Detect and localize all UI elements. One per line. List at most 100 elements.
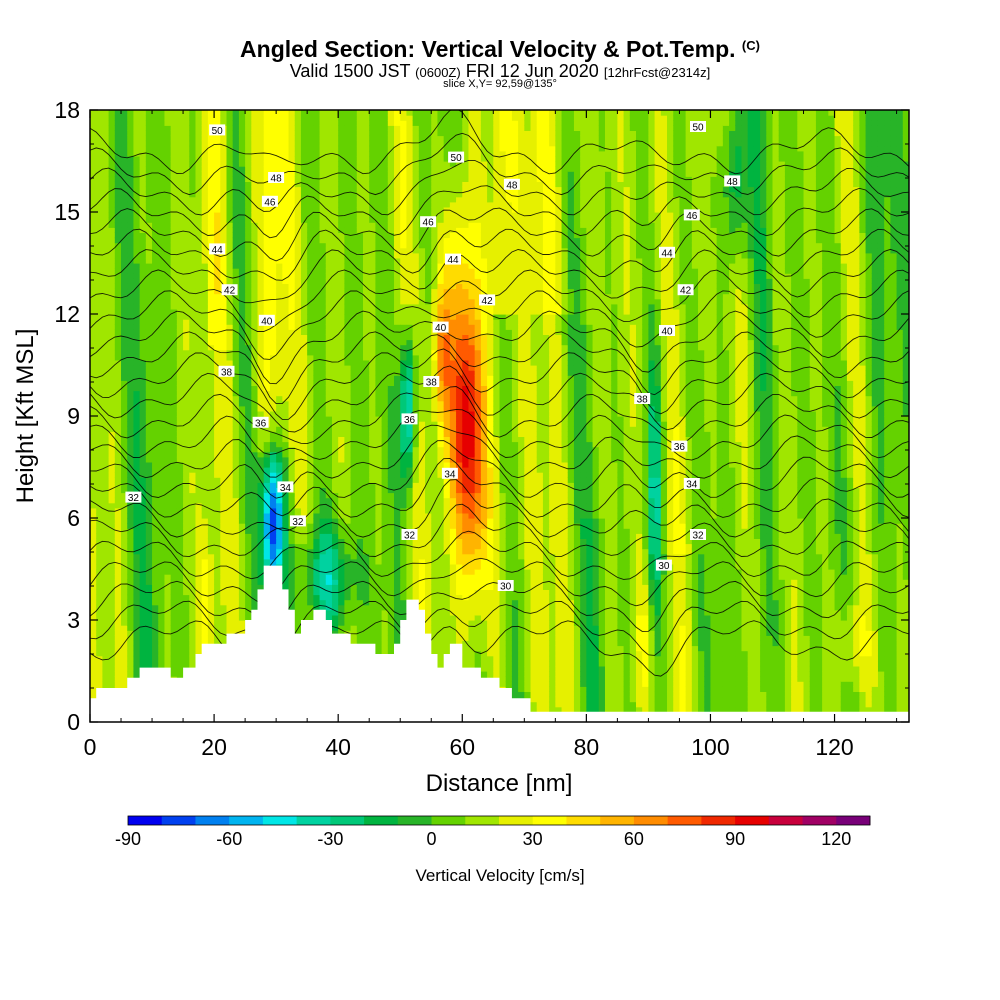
velocity-cell: [108, 344, 116, 351]
velocity-cell: [121, 395, 128, 402]
velocity-cell: [276, 375, 283, 381]
velocity-cell: [139, 436, 147, 443]
velocity-cell: [319, 502, 327, 509]
velocity-cell: [220, 497, 228, 504]
velocity-cell: [139, 110, 147, 116]
velocity-cell: [96, 288, 103, 295]
velocity-cell: [232, 176, 240, 182]
velocity-cell: [331, 166, 339, 172]
velocity-cell: [331, 528, 339, 534]
velocity-cell: [232, 365, 240, 371]
velocity-cell: [319, 390, 327, 397]
velocity-cell: [220, 492, 228, 499]
velocity-cell: [121, 441, 128, 448]
velocity-cell: [102, 467, 110, 473]
velocity-cell: [207, 472, 215, 478]
velocity-cell: [152, 467, 159, 473]
velocity-cell: [102, 283, 110, 290]
velocity-cell: [170, 528, 178, 534]
velocity-cell: [127, 665, 135, 672]
velocity-cell: [214, 543, 221, 550]
velocity-cell: [127, 635, 135, 641]
velocity-cell: [127, 227, 135, 233]
velocity-cell: [90, 558, 97, 565]
velocity-cell: [139, 334, 147, 341]
velocity-cell: [325, 472, 333, 478]
velocity-cell: [269, 140, 277, 147]
velocity-cell: [214, 599, 221, 606]
velocity-cell: [201, 324, 209, 330]
velocity-cell: [102, 380, 110, 386]
velocity-cell: [145, 365, 153, 371]
velocity-cell: [152, 334, 159, 341]
velocity-cell: [325, 528, 333, 534]
velocity-cell: [145, 395, 153, 402]
velocity-cell: [276, 191, 283, 198]
velocity-cell: [114, 645, 122, 652]
velocity-cell: [288, 110, 296, 116]
velocity-cell: [307, 380, 314, 386]
velocity-cell: [276, 293, 283, 300]
velocity-cell: [276, 558, 283, 565]
velocity-cell: [288, 599, 296, 606]
velocity-cell: [331, 421, 339, 427]
velocity-cell: [133, 171, 141, 177]
velocity-cell: [220, 166, 228, 172]
velocity-cell: [251, 400, 259, 407]
velocity-cell: [251, 395, 259, 402]
velocity-cell: [226, 115, 234, 121]
velocity-cell: [245, 145, 252, 152]
velocity-cell: [282, 563, 290, 570]
velocity-cell: [127, 533, 135, 539]
velocity-cell: [102, 145, 110, 152]
velocity-cell: [108, 528, 116, 534]
velocity-cell: [127, 115, 135, 121]
velocity-cell: [183, 370, 190, 376]
velocity-cell: [313, 426, 321, 432]
velocity-cell: [108, 217, 116, 223]
velocity-cell: [300, 125, 308, 131]
velocity-cell: [201, 227, 209, 233]
velocity-cell: [288, 584, 296, 590]
velocity-cell: [288, 370, 296, 376]
velocity-cell: [152, 477, 159, 483]
velocity-cell: [282, 186, 290, 193]
velocity-cell: [170, 324, 178, 330]
velocity-cell: [338, 584, 345, 590]
velocity-cell: [152, 242, 159, 249]
velocity-cell: [127, 456, 135, 463]
velocity-cell: [164, 303, 172, 310]
velocity-cell: [121, 314, 128, 320]
velocity-cell: [170, 375, 178, 381]
velocity-cell: [232, 161, 240, 167]
velocity-cell: [121, 288, 128, 295]
velocity-cell: [176, 273, 184, 279]
velocity-cell: [238, 166, 246, 172]
velocity-cell: [133, 324, 141, 330]
velocity-cell: [121, 461, 128, 468]
velocity-cell: [288, 548, 296, 555]
velocity-cell: [276, 110, 283, 116]
velocity-cell: [251, 293, 259, 300]
velocity-cell: [90, 538, 97, 545]
velocity-cell: [164, 201, 172, 208]
velocity-cell: [300, 446, 308, 453]
velocity-cell: [251, 339, 259, 346]
velocity-cell: [307, 512, 314, 519]
velocity-cell: [257, 237, 265, 244]
velocity-cell: [232, 370, 240, 376]
velocity-cell: [102, 161, 110, 167]
velocity-cell: [226, 405, 234, 412]
velocity-cell: [232, 308, 240, 315]
velocity-cell: [251, 385, 259, 392]
velocity-cell: [214, 268, 221, 274]
velocity-cell: [269, 145, 277, 152]
velocity-cell: [257, 344, 265, 351]
velocity-cell: [207, 446, 215, 453]
velocity-cell: [251, 584, 259, 590]
velocity-cell: [307, 477, 314, 483]
velocity-cell: [114, 130, 122, 137]
velocity-cell: [195, 426, 203, 432]
velocity-cell: [108, 390, 116, 397]
